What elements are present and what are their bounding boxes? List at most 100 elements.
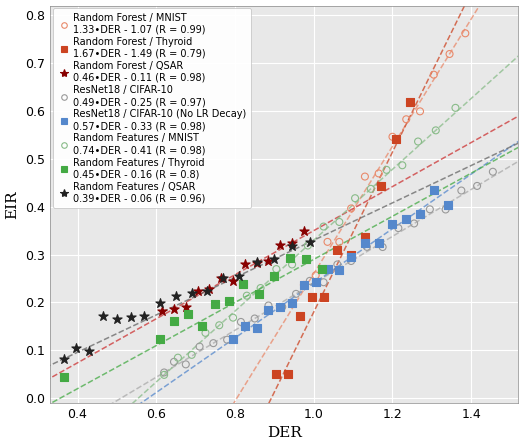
Point <box>311 278 320 285</box>
Point <box>172 293 180 300</box>
Point <box>457 187 465 194</box>
Point <box>235 272 243 279</box>
Point <box>410 220 418 227</box>
Point <box>430 71 438 78</box>
Point <box>402 215 410 223</box>
Point <box>264 302 272 309</box>
Point <box>398 162 407 169</box>
Point <box>376 182 385 189</box>
Point <box>347 252 355 259</box>
Point <box>223 336 231 343</box>
Point <box>160 369 168 376</box>
Point <box>388 220 397 227</box>
Point <box>158 307 166 314</box>
Point <box>209 339 217 347</box>
Point <box>300 281 308 289</box>
Point <box>278 303 287 310</box>
Point <box>323 238 332 245</box>
Point <box>188 351 196 359</box>
Point <box>303 242 312 249</box>
X-axis label: DER: DER <box>267 426 302 441</box>
Point <box>205 285 214 293</box>
Point <box>308 293 316 301</box>
Point <box>170 318 178 325</box>
Point <box>276 303 285 310</box>
Point <box>170 305 178 312</box>
Point <box>394 224 402 231</box>
Point <box>335 219 344 226</box>
Point <box>311 272 320 279</box>
Y-axis label: EIR: EIR <box>6 190 19 219</box>
Point <box>217 274 225 281</box>
Point <box>333 246 342 253</box>
Point <box>284 370 292 377</box>
Point <box>270 255 279 262</box>
Point <box>264 257 272 264</box>
Point <box>276 241 285 248</box>
Point <box>170 358 178 365</box>
Point <box>335 267 344 274</box>
Point <box>335 238 344 245</box>
Point <box>288 300 296 307</box>
Point <box>383 166 391 173</box>
Point <box>320 293 328 301</box>
Point <box>195 343 204 350</box>
Point <box>414 138 422 145</box>
Point <box>198 322 206 329</box>
Point <box>367 185 375 192</box>
Point <box>156 335 165 342</box>
Point <box>305 239 314 246</box>
Point <box>288 261 296 268</box>
Point <box>237 318 245 326</box>
Point <box>183 310 192 318</box>
Point <box>361 173 369 180</box>
Point <box>375 240 383 247</box>
Point <box>432 127 440 134</box>
Point <box>286 254 294 261</box>
Point <box>182 361 190 368</box>
Point <box>215 322 223 329</box>
Point <box>351 194 359 202</box>
Point <box>333 261 342 268</box>
Point <box>126 314 135 321</box>
Point <box>305 277 314 285</box>
Point <box>302 255 310 262</box>
Point <box>375 170 383 177</box>
Point <box>296 313 304 320</box>
Point <box>229 277 237 284</box>
Point <box>430 187 438 194</box>
Point <box>243 292 251 299</box>
Point <box>388 133 397 140</box>
Legend: Random Forest / MNIST
1.33•DER - 1.07 (R = 0.99), Random Forest / Thyroid
1.67•D: Random Forest / MNIST 1.33•DER - 1.07 (R… <box>53 8 252 208</box>
Point <box>99 313 107 320</box>
Point <box>402 116 410 123</box>
Point <box>71 345 80 352</box>
Point <box>361 240 369 247</box>
Point <box>188 290 196 297</box>
Point <box>347 205 355 212</box>
Point <box>272 370 280 377</box>
Point <box>323 265 332 273</box>
Point <box>451 104 460 112</box>
Point <box>445 50 454 58</box>
Point <box>174 354 182 361</box>
Point <box>85 348 93 355</box>
Point <box>392 136 400 143</box>
Point <box>264 306 272 314</box>
Point <box>211 300 220 307</box>
Point <box>441 206 450 213</box>
Point <box>347 257 355 264</box>
Point <box>256 285 265 292</box>
Point <box>238 280 247 287</box>
Point <box>253 259 261 266</box>
Point <box>229 336 237 343</box>
Point <box>140 312 149 319</box>
Point <box>229 314 237 321</box>
Point <box>363 243 371 250</box>
Point <box>182 303 190 310</box>
Point <box>489 168 497 175</box>
Point <box>443 201 452 208</box>
Point <box>300 282 308 289</box>
Point <box>253 259 261 266</box>
Point <box>160 372 168 379</box>
